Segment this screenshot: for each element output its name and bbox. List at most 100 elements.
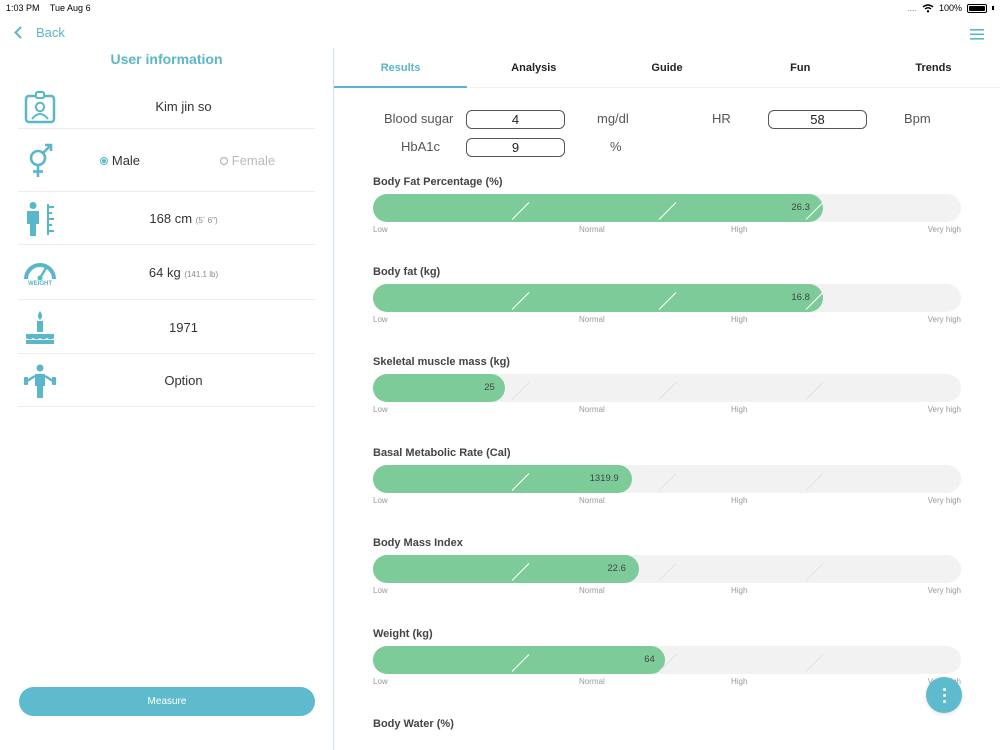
metric-bar-fill xyxy=(373,374,505,402)
metric-value: 64 xyxy=(644,654,655,665)
weight-icon-label: WEIGHT xyxy=(28,280,52,287)
bar-divider xyxy=(805,563,824,581)
status-time: 1:03 PM xyxy=(6,3,40,13)
wifi-icon xyxy=(922,3,934,12)
scale-very-high: Very high xyxy=(927,225,961,234)
radio-unselected-icon xyxy=(219,156,228,165)
height-metric: 168 cm xyxy=(149,211,193,226)
more-vertical-icon xyxy=(942,699,946,703)
battery-percent: 100% xyxy=(938,3,962,13)
metric-title: Body Water (%) xyxy=(373,718,454,730)
metric-title: Body Fat Percentage (%) xyxy=(373,176,503,188)
scale-normal: Normal xyxy=(579,225,605,234)
birth-year-row[interactable]: 1971 xyxy=(18,301,315,354)
metric-skeletal-muscle-mass: Skeletal muscle mass (kg) 25 Low Normal … xyxy=(373,356,961,417)
activity-icon xyxy=(20,361,60,401)
gender-female-label: Female xyxy=(231,153,276,168)
metric-title: Basal Metabolic Rate (Cal) xyxy=(373,447,511,459)
option-label: Option xyxy=(164,373,203,388)
scale-high: High xyxy=(731,677,748,686)
metric-bar-track: 26.3 xyxy=(373,194,961,222)
metric-bar-track: 16.8 xyxy=(373,284,961,312)
scale-very-high: Very high xyxy=(927,586,961,595)
scale-low: Low xyxy=(373,677,388,686)
scale-high: High xyxy=(731,315,748,324)
metric-bar-fill xyxy=(373,284,823,312)
scale-low: Low xyxy=(373,225,388,234)
weight-metric: 64 kg xyxy=(148,265,181,280)
tab-fun[interactable]: Fun xyxy=(790,62,811,74)
scale-normal: Normal xyxy=(579,315,605,324)
metric-bar-track: 64 xyxy=(373,646,961,674)
metric-bar-fill xyxy=(373,555,639,583)
status-bar: 1:03 PM Tue Aug 6 .... 100% xyxy=(0,0,1000,16)
hr-label: HR xyxy=(712,111,731,126)
battery-icon xyxy=(967,3,987,13)
height-value: 168 cm (5´ 6") xyxy=(60,211,315,226)
radio-selected-icon xyxy=(99,156,108,165)
height-icon xyxy=(20,199,60,239)
weight-value: 64 kg (141.1 lb) xyxy=(60,265,315,280)
hba1c-unit: % xyxy=(610,139,622,154)
scale-low: Low xyxy=(373,405,388,414)
bar-divider xyxy=(658,563,677,581)
scale-icon: WEIGHT xyxy=(20,253,60,293)
name-row[interactable]: Kim jin so xyxy=(18,85,315,129)
scale-high: High xyxy=(731,586,748,595)
hr-input[interactable]: 58 xyxy=(768,110,867,129)
tab-results[interactable]: Results xyxy=(334,52,468,88)
user-info-panel: User information Kim jin so xyxy=(0,48,333,750)
height-row[interactable]: 168 cm (5´ 6") xyxy=(18,193,315,245)
gender-male-label: Male xyxy=(111,153,141,168)
measure-button[interactable]: Measure xyxy=(19,687,315,716)
birthday-cake-icon xyxy=(20,307,60,347)
metric-bar-fill xyxy=(373,194,823,222)
metric-bar-fill xyxy=(373,465,632,493)
metric-title: Weight (kg) xyxy=(373,628,433,640)
metric-title: Body fat (kg) xyxy=(373,266,441,278)
blood-sugar-label: Blood sugar xyxy=(384,111,454,126)
bar-divider xyxy=(511,382,530,400)
battery-tip xyxy=(992,6,994,10)
hba1c-label: HbA1c xyxy=(401,139,441,154)
scale-high: High xyxy=(731,225,748,234)
metric-body-mass-index: Body Mass Index 22.6 Low Normal High Ver… xyxy=(373,537,961,598)
scale-high: High xyxy=(731,496,748,505)
gender-icon xyxy=(20,141,60,181)
metric-weight: Weight (kg) 64 Low Normal High Very high xyxy=(373,628,961,689)
metric-basal-metabolic-rate: Basal Metabolic Rate (Cal) 1319.9 Low No… xyxy=(373,447,961,508)
metric-scale: Low Normal High Very high xyxy=(373,225,961,237)
more-vertical-icon xyxy=(942,693,946,697)
scale-low: Low xyxy=(373,586,388,595)
scale-normal: Normal xyxy=(579,586,605,595)
weight-row[interactable]: WEIGHT 64 kg (141.1 lb) xyxy=(18,246,315,300)
more-options-button[interactable] xyxy=(926,677,962,713)
tab-trends[interactable]: Trends xyxy=(915,62,952,74)
bar-divider xyxy=(658,382,677,400)
scale-normal: Normal xyxy=(579,405,605,414)
id-card-icon xyxy=(20,87,60,127)
scale-high: High xyxy=(731,405,748,414)
height-imperial: (5´ 6") xyxy=(195,216,218,225)
blood-sugar-unit: mg/dl xyxy=(597,111,629,126)
tab-bar: Results Analysis Guide Fun Trends xyxy=(334,52,1000,88)
blood-sugar-input[interactable]: 4 xyxy=(466,110,565,129)
gender-row: Male Female xyxy=(18,130,315,192)
back-button[interactable]: Back xyxy=(14,25,65,40)
signal-icon: .... xyxy=(906,3,917,13)
more-vertical-icon xyxy=(942,687,946,691)
scale-very-high: Very high xyxy=(927,315,961,324)
tab-analysis[interactable]: Analysis xyxy=(511,62,557,74)
metric-scale: Low Normal High Very high xyxy=(373,496,961,508)
hba1c-input[interactable]: 9 xyxy=(466,138,565,157)
gender-male-option[interactable]: Male xyxy=(99,153,141,168)
option-row[interactable]: Option xyxy=(18,355,315,407)
gender-female-option[interactable]: Female xyxy=(219,153,276,168)
birth-year: 1971 xyxy=(169,319,198,335)
metric-bar-fill xyxy=(373,646,665,674)
tab-guide[interactable]: Guide xyxy=(651,62,683,74)
menu-button[interactable] xyxy=(970,27,984,45)
metric-bar-track: 22.6 xyxy=(373,555,961,583)
metric-body-water: Body Water (%) xyxy=(373,718,961,732)
scale-normal: Normal xyxy=(579,496,605,505)
